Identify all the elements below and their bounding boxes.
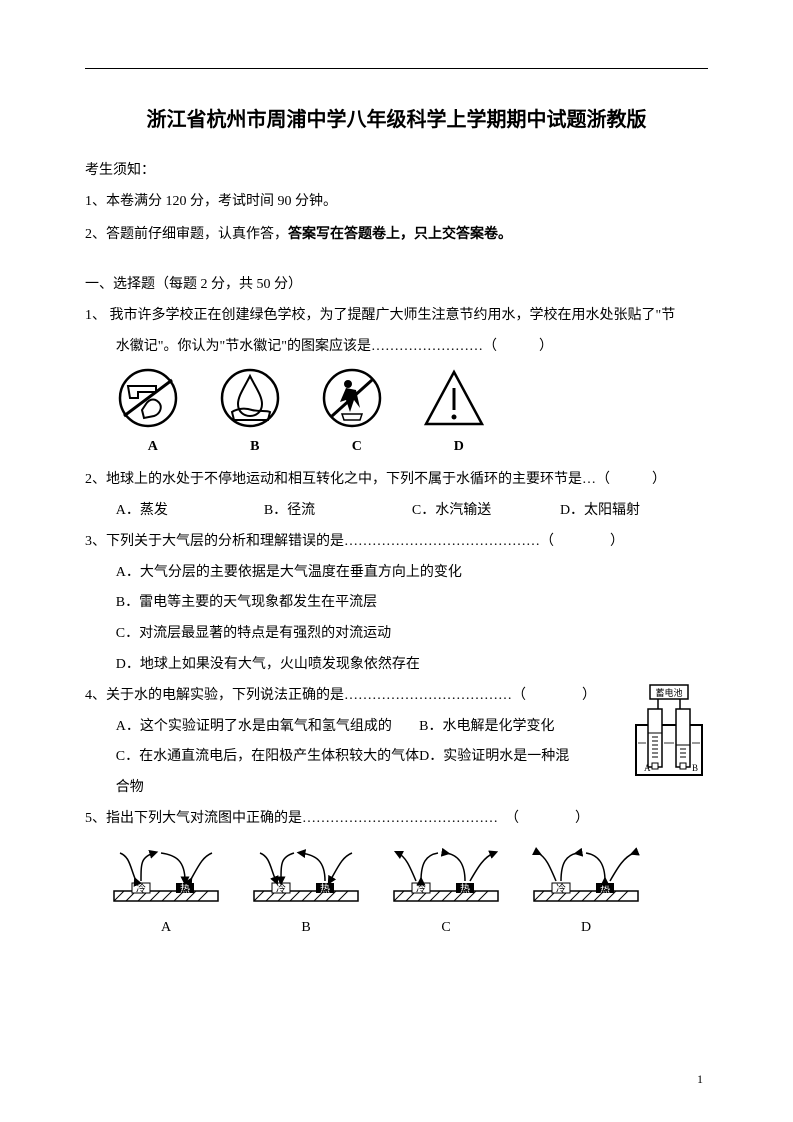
q4-opt-a: A．这个实验证明了水是由氧气和氢气组成的 [116, 712, 419, 743]
q5-label-b: B [246, 913, 366, 944]
svg-text:冷: 冷 [276, 882, 286, 895]
q5-option-b-figure: 冷 热 B [246, 843, 366, 944]
svg-text:热: 热 [320, 882, 330, 895]
q4-stem: 4、关于水的电解实验，下列说法正确的是………………………………（ ） [85, 681, 618, 712]
q1-option-d-figure: D [422, 368, 496, 463]
notice-2-bold: 答案写在答题卷上，只上交答案卷。 [288, 225, 512, 241]
q5-label-a: A [106, 913, 226, 944]
spacer [85, 250, 708, 270]
q3-opt-c: C．对流层最显著的特点是有强烈的对流运动 [85, 619, 708, 650]
q4-figure: 蓄电池 A B [630, 683, 708, 783]
q2-opt-d: D．太阳辐射 [560, 496, 708, 527]
q2-stem: 2、地球上的水处于不停地运动和相互转化之中，下列不属于水循环的主要环节是…（ ） [85, 465, 708, 496]
q2-opt-c: C．水汽输送 [412, 496, 560, 527]
notice-2: 2、答题前仔细审题，认真作答，答案写在答题卷上，只上交答案卷。 [85, 218, 708, 251]
q1-label-a: A [116, 432, 190, 463]
q1-label-b: B [218, 432, 292, 463]
q4-options: A．这个实验证明了水是由氧气和氢气组成的 B．水电解是化学变化 C．在水通直流电… [85, 712, 618, 774]
svg-text:冷: 冷 [556, 882, 566, 895]
q4-opt-b: B．水电解是化学变化 [419, 712, 618, 743]
notice-2-plain: 2、答题前仔细审题，认真作答， [85, 227, 288, 242]
q3-opt-b: B．雷电等主要的天气现象都发生在平流层 [85, 588, 708, 619]
q5-stem: 5、指出下列大气对流图中正确的是…………………………………… （ ） [85, 804, 708, 835]
q5-label-d: D [526, 913, 646, 944]
q3-opt-d: D．地球上如果没有大气，火山喷发现象依然存在 [85, 650, 708, 681]
q3-opt-a: A．大气分层的主要依据是大气温度在垂直方向上的变化 [85, 558, 708, 589]
q1-option-a-figure: A [116, 368, 190, 463]
svg-text:冷: 冷 [136, 882, 146, 895]
page-number: 1 [697, 1066, 703, 1092]
q5-option-a-figure: 冷 热 A [106, 843, 226, 944]
section-1-heading: 一、选择题（每题 2 分，共 50 分） [85, 270, 708, 301]
notice-1: 1、本卷满分 120 分，考试时间 90 分钟。 [85, 187, 708, 218]
q2-opt-a: A．蒸发 [116, 496, 264, 527]
svg-text:热: 热 [180, 882, 190, 895]
q4-block: 4、关于水的电解实验，下列说法正确的是………………………………（ ） A．这个实… [85, 681, 708, 804]
q3-stem: 3、下列关于大气层的分析和理解错误的是……………………………………（ ） [85, 527, 708, 558]
q4-tail: 合物 [85, 773, 618, 804]
q4-opt-c: C．在水通直流电后，在阳极产生体积较大的气体 [116, 742, 419, 773]
q5-option-d-figure: 冷 热 D [526, 843, 646, 944]
q5-images-row: 冷 热 A 冷 热 B 冷 热 [85, 843, 708, 944]
q4-fig-label: 蓄电池 [655, 687, 682, 698]
q1-option-b-figure: B [218, 368, 292, 463]
notice-label: 考生须知： [85, 156, 708, 187]
q2-opt-b: B．径流 [264, 496, 412, 527]
q1-line2: 水徽记"。你认为"节水徽记"的图案应该是……………………（ ） [85, 332, 708, 363]
q1-option-c-figure: C [320, 368, 394, 463]
q4-fig-a: A [644, 763, 651, 773]
q1-images-row: A B C D [85, 368, 708, 463]
q1-label-c: C [320, 432, 394, 463]
q5-label-c: C [386, 913, 506, 944]
svg-text:热: 热 [600, 882, 610, 895]
q5-option-c-figure: 冷 热 C [386, 843, 506, 944]
header-rule [85, 68, 708, 69]
svg-text:冷: 冷 [416, 882, 426, 895]
q2-options: A．蒸发 B．径流 C．水汽输送 D．太阳辐射 [85, 496, 708, 527]
q4-opt-d: D．实验证明水是一种混 [419, 742, 618, 773]
page-title: 浙江省杭州市周浦中学八年级科学上学期期中试题浙教版 [85, 98, 708, 142]
q1-line1: 1、 我市许多学校正在创建绿色学校，为了提醒广大师生注意节约用水，学校在用水处张… [85, 301, 708, 332]
q4-fig-b: B [692, 763, 698, 773]
svg-text:热: 热 [460, 882, 470, 895]
q1-label-d: D [422, 432, 496, 463]
